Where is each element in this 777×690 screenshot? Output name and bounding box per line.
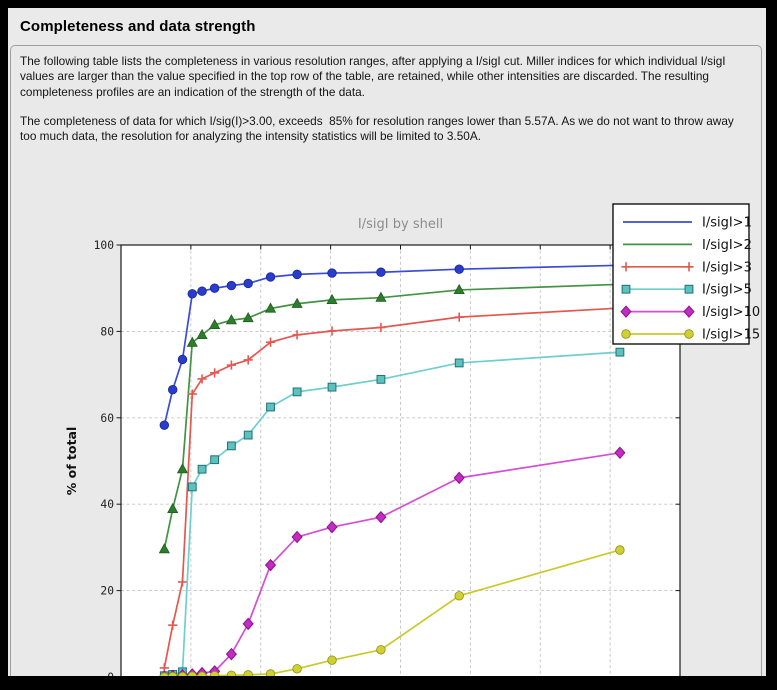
- svg-text:100: 100: [94, 239, 115, 252]
- series-I/sigI>15: [159, 545, 625, 676]
- svg-text:I/sigI>15: I/sigI>15: [702, 328, 760, 343]
- svg-text:I/sigI>1: I/sigI>1: [702, 216, 752, 231]
- svg-text:60: 60: [100, 412, 114, 425]
- svg-text:80: 80: [100, 325, 114, 338]
- y-axis-label: % of total: [64, 427, 79, 496]
- series-I/sigI>3: [159, 303, 625, 673]
- description-paragraph: The following table lists the completene…: [20, 54, 729, 99]
- svg-text:40: 40: [100, 498, 114, 511]
- report-panel: Completeness and data strength The follo…: [8, 8, 766, 676]
- page-title: Completeness and data strength: [20, 18, 256, 35]
- report-groupbox: The following table lists the completene…: [10, 45, 762, 676]
- svg-text:I/sigI>2: I/sigI>2: [702, 238, 752, 253]
- chart-area: 2.02.53.03.54.04.55.05.56.0020406080100I…: [63, 198, 763, 676]
- svg-text:I/sigI>10: I/sigI>10: [702, 305, 760, 320]
- gridlines: [121, 245, 680, 676]
- legend-entry-I/sigI>5: I/sigI>5: [621, 283, 752, 298]
- legend-entry-I/sigI>15: I/sigI>15: [621, 328, 760, 343]
- tick-labels: 2.02.53.03.54.04.55.05.56.0020406080100: [94, 239, 115, 676]
- svg-text:I/sigI>3: I/sigI>3: [702, 260, 752, 275]
- legend-entry-I/sigI>2: I/sigI>2: [623, 238, 752, 253]
- chart-legend: I/sigI>1 I/sigI>2 I/sigI>3 I/sigI>5 I/sigI>1…: [612, 203, 760, 345]
- legend-entry-I/sigI>10: I/sigI>10: [620, 305, 760, 320]
- svg-text:20: 20: [100, 585, 114, 598]
- legend-entry-I/sigI>3: I/sigI>3: [621, 260, 752, 275]
- svg-text:I/sigI>5: I/sigI>5: [702, 283, 752, 298]
- conclusion-paragraph: The completeness of data for which I/sig…: [20, 113, 738, 144]
- chart-title: I/sigI by shell: [358, 217, 443, 232]
- completeness-chart: 2.02.53.03.54.04.55.05.56.0020406080100I…: [64, 203, 760, 676]
- plot-frame: [120, 244, 681, 676]
- svg-text:0: 0: [107, 671, 114, 676]
- legend-entry-I/sigI>1: I/sigI>1: [623, 216, 752, 231]
